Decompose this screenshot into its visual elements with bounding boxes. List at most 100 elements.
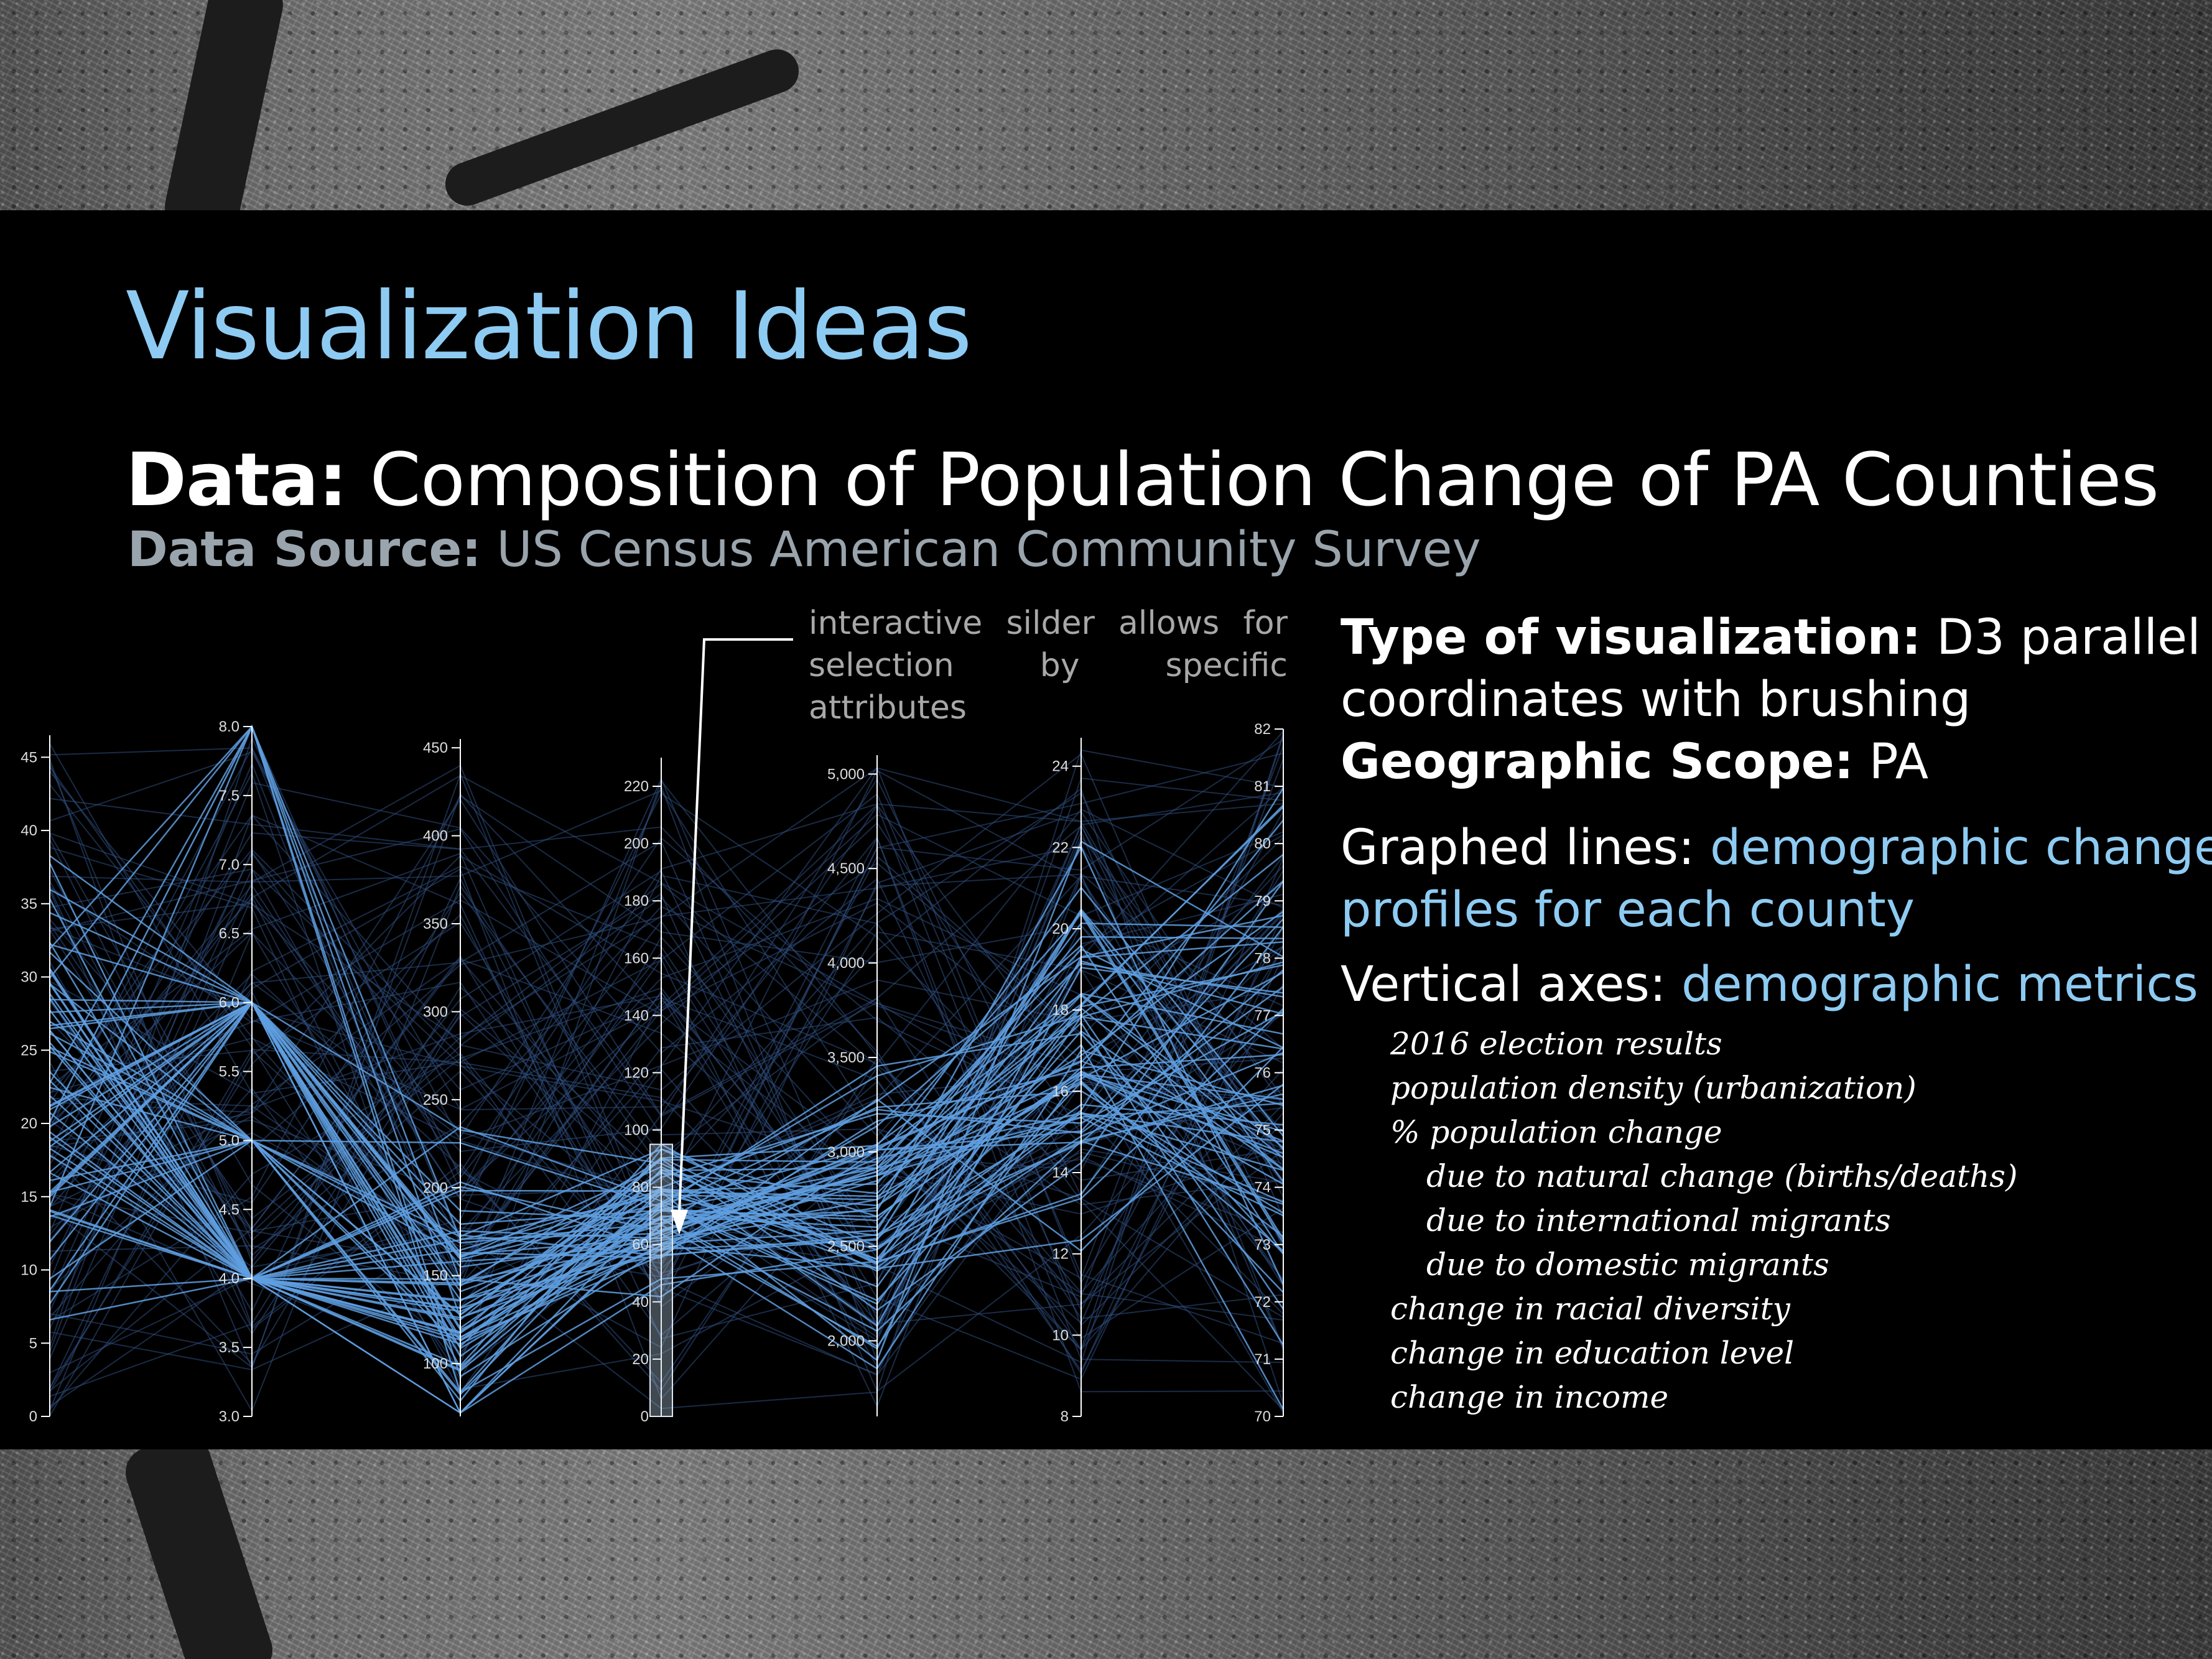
axes-line: Vertical axes: demographic metrics (1341, 954, 2199, 1016)
tick-label: 5.0 (219, 1132, 239, 1149)
aerial-photo-top (0, 0, 2212, 210)
metric-item: change in racial diversity (1390, 1291, 1790, 1327)
tick-label: 76 (1254, 1065, 1271, 1082)
data-source: Data Source: US Census American Communit… (128, 526, 1481, 574)
graphed-value-2: profiles for each county (1341, 882, 1915, 938)
axes-value: demographic metrics (1681, 957, 2198, 1013)
annotation-line-2: selection by specific attributes (809, 647, 1288, 727)
tick-label: 3,000 (827, 1144, 865, 1161)
data-heading: Data: Composition of Population Change o… (126, 443, 2159, 516)
tick-label: 20 (1052, 921, 1069, 937)
tick-label: 300 (423, 1003, 448, 1020)
tick-label: 3.0 (219, 1408, 239, 1425)
axis-7: 70 71 72 73 74 75 76 77 78 79 80 81 82 (1254, 721, 1284, 1425)
brush-selection (649, 1143, 673, 1418)
data-label: Data: (126, 437, 348, 523)
tick-label: 40 (21, 822, 37, 839)
tick-label: 3.5 (219, 1339, 239, 1356)
metric-item: % population change (1390, 1114, 1722, 1150)
tick-label: 70 (1254, 1408, 1271, 1425)
tick-label: 40 (632, 1294, 649, 1311)
data-value: Composition of Population Change of PA C… (346, 437, 2159, 523)
arrow-line (678, 638, 793, 1214)
tick-label: 4,500 (827, 860, 865, 877)
parallel-coordinates-chart[interactable]: 0 5 10 15 20 25 30 35 40 45 3.0 3.5 4.0 4.5 5.0 5.5 6.0 6… (0, 638, 1325, 1431)
axis-3: 100 150 200 250 300 350 400 450 (423, 739, 461, 1416)
data-source-value: US Census American Community Survey (481, 522, 1481, 578)
tick-label: 16 (1052, 1083, 1069, 1100)
tick-label: 5.5 (219, 1064, 239, 1080)
graphed-value-1: demographic change (1710, 820, 2212, 876)
tick-label: 20 (21, 1115, 37, 1132)
tick-label: 20 (632, 1351, 649, 1368)
data-source-label: Data Source: (128, 522, 481, 578)
tick-label: 14 (1052, 1164, 1069, 1181)
tick-label: 7.0 (219, 857, 239, 873)
metrics-list: 2016 election results population density … (1390, 1022, 2199, 1420)
visualization-details: Type of visualization: D3 parallel coord… (1341, 606, 2212, 1420)
metric-item: due to natural change (births/deaths) (1426, 1158, 2018, 1194)
tick-label: 2,500 (827, 1238, 865, 1255)
tick-label: 73 (1254, 1237, 1271, 1253)
tick-label: 72 (1254, 1294, 1271, 1311)
tick-label: 81 (1254, 778, 1271, 795)
tick-label: 100 (624, 1122, 649, 1139)
tick-label: 24 (1052, 758, 1069, 775)
arrow-head (671, 1210, 688, 1235)
slide-title: Visualization Ideas (126, 272, 972, 381)
axis-2: 3.0 3.5 4.0 4.5 5.0 5.5 6.0 6.5 7.0 7.5 8.0 (219, 718, 253, 1425)
tick-label: 250 (423, 1092, 448, 1108)
tick-label: 35 (21, 896, 37, 913)
river-shape (439, 43, 805, 210)
metric-item: 2016 election results (1390, 1026, 1722, 1062)
tick-label: 200 (624, 835, 649, 852)
axes-label: Vertical axes: (1341, 957, 1682, 1013)
tick-label: 60 (632, 1237, 649, 1253)
tick-label: 8 (1061, 1408, 1069, 1425)
tick-label: 22 (1052, 839, 1069, 856)
tick-label: 0 (641, 1408, 649, 1425)
metric-item: change in education level (1390, 1335, 1795, 1371)
type-line-2: coordinates with brushing (1341, 672, 1971, 728)
metric-item: population density (urbanization) (1390, 1070, 1917, 1106)
tick-label: 120 (624, 1064, 649, 1081)
tick-label: 74 (1254, 1179, 1271, 1196)
tick-label: 15 (21, 1189, 37, 1206)
tick-label: 450 (423, 740, 448, 756)
axis-5: 2,000 2,500 3,000 3,500 4,000 4,500 5,000 (827, 755, 878, 1416)
tick-label: 6.0 (219, 995, 239, 1011)
graphed-line-1: Graphed lines: demographic change (1341, 817, 2212, 879)
type-line-1: Type of visualization: D3 parallel (1341, 606, 2201, 669)
scope-line: Geographic Scope: PA (1341, 731, 2199, 793)
type-value-1: D3 parallel (1921, 610, 2201, 666)
tick-label: 4,000 (827, 955, 865, 972)
tick-label: 0 (29, 1408, 37, 1425)
metric-item: change in income (1390, 1379, 1669, 1415)
tick-label: 30 (21, 969, 37, 986)
tick-label: 18 (1052, 1002, 1069, 1019)
tick-label: 77 (1254, 1007, 1271, 1024)
tick-label: 80 (1254, 835, 1271, 852)
tick-label: 400 (423, 828, 448, 845)
tick-label: 82 (1254, 721, 1271, 738)
type-label: Type of visualization: (1341, 610, 1922, 666)
tick-label: 10 (1052, 1327, 1069, 1344)
tick-label: 71 (1254, 1351, 1271, 1368)
annotation-line-1: interactive silder allows for (809, 605, 1288, 642)
tick-label: 79 (1254, 893, 1271, 909)
scope-label: Geographic Scope: (1341, 734, 1854, 790)
tick-label: 3,500 (827, 1049, 865, 1066)
metric-item: due to international migrants (1426, 1202, 1891, 1238)
axis-4: 0 20 40 60 80 100 120 140 160 180 200 220 (624, 758, 673, 1425)
tick-label: 220 (624, 778, 649, 795)
tick-label: 4.5 (219, 1201, 239, 1218)
tick-label: 2,000 (827, 1333, 865, 1350)
aerial-photo-bottom (0, 1449, 2212, 1659)
tick-label: 8.0 (219, 718, 239, 735)
tick-label: 160 (624, 950, 649, 967)
tick-label: 75 (1254, 1122, 1271, 1139)
metric-item: due to domestic migrants (1426, 1247, 1829, 1283)
tick-label: 12 (1052, 1246, 1069, 1263)
tick-label: 4.0 (219, 1270, 239, 1287)
tick-label: 200 (423, 1179, 448, 1196)
